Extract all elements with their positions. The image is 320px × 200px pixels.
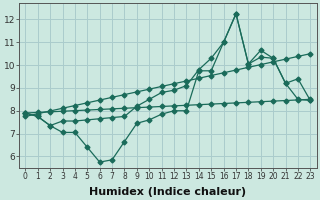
- X-axis label: Humidex (Indice chaleur): Humidex (Indice chaleur): [89, 187, 246, 197]
